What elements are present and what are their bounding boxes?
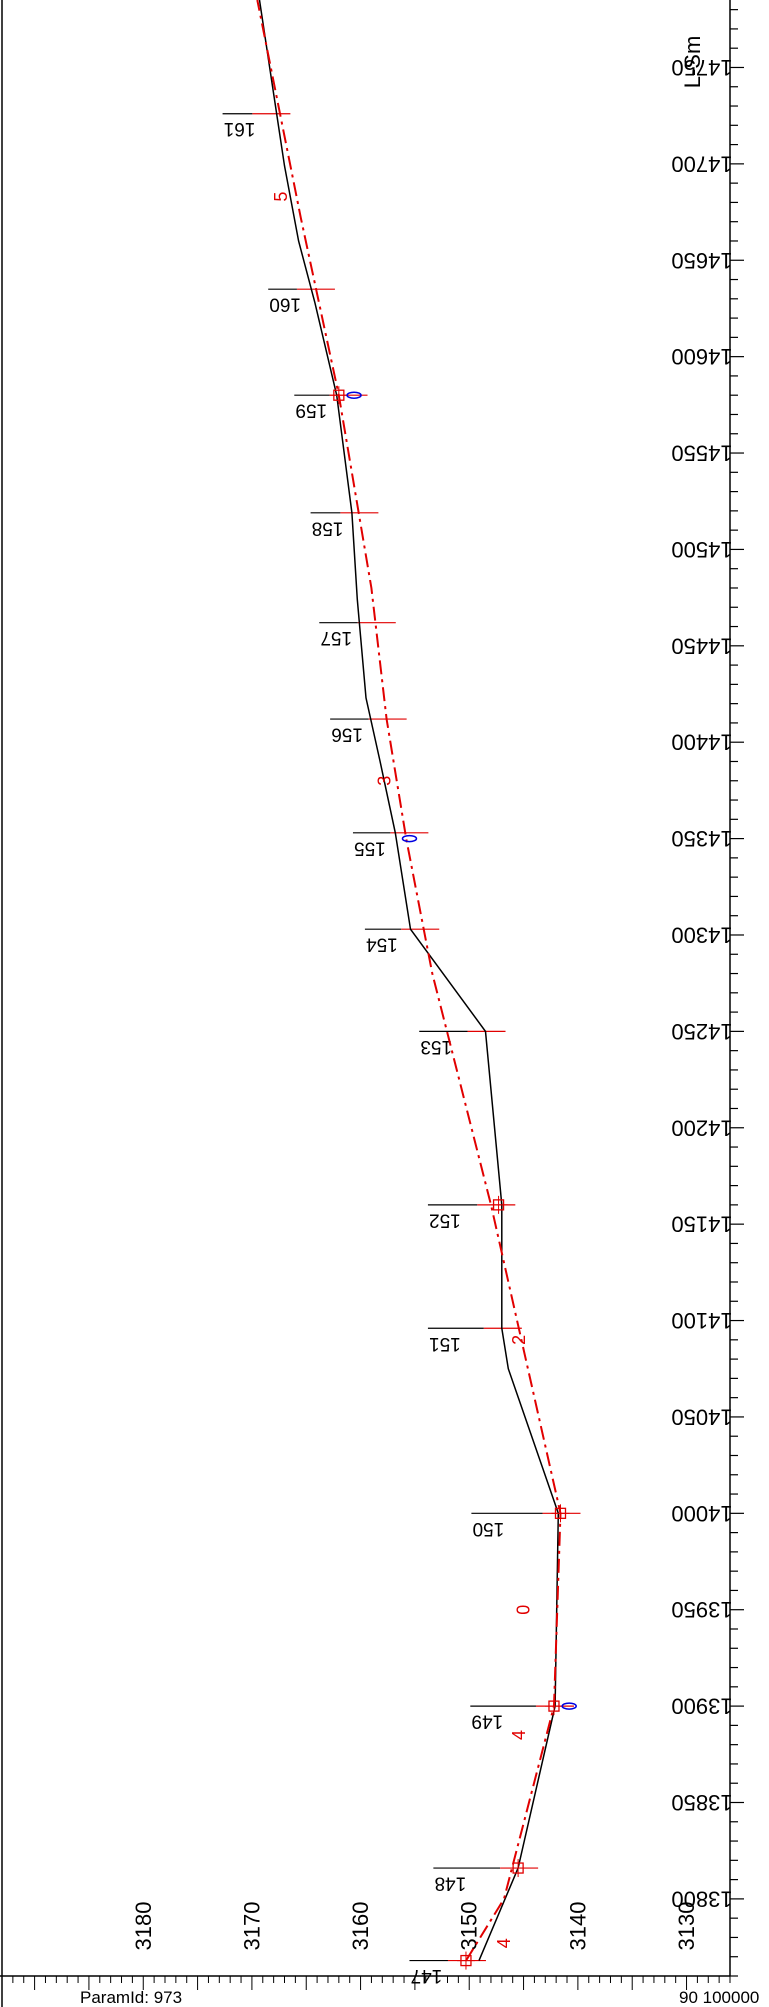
x-tick-label: 14400 (671, 730, 732, 755)
segment-label: 4 (494, 1938, 514, 1948)
cross-section-label: 148 (435, 1873, 467, 1894)
cross-section-label: 150 (473, 1518, 505, 1539)
x-tick-label: 13800 (671, 1886, 732, 1911)
cross-section-label: 161 (224, 118, 256, 139)
segment-label: 3 (374, 776, 394, 786)
point-layer (329, 386, 577, 1970)
x-tick-label: 14000 (671, 1501, 732, 1526)
elevation-axis: 3130 3140 3150 3160 3170 3180 (1, 1902, 731, 1990)
x-tick-label: 13900 (671, 1694, 732, 1719)
cross-section-label: 153 (420, 1036, 452, 1057)
y-tick-label: 3160 (348, 1902, 373, 1951)
y-tick-label: 3140 (565, 1902, 590, 1951)
x-tick-label: 13950 (671, 1597, 732, 1622)
cross-section-label: 159 (295, 400, 327, 421)
cross-section-label: 149 (471, 1711, 503, 1732)
design-line (256, 0, 562, 1962)
footer-right-label: 90 100000 (679, 1988, 759, 2007)
segment-label: 4 (509, 1730, 529, 1740)
cross-section-label: 152 (429, 1209, 461, 1230)
cross-section-label: 151 (429, 1333, 461, 1354)
x-tick-label: 14150 (671, 1212, 732, 1237)
cross-section-label: 158 (312, 517, 344, 538)
x-tick-label: 14700 (671, 151, 732, 176)
blue-marker (401, 834, 418, 843)
segment-label: 0 (514, 1605, 534, 1615)
y-tick-label: 3150 (457, 1902, 482, 1951)
segment-label: 2 (509, 1335, 529, 1345)
cross-section-layer: 147 148 149 150 151 152 153 154 155 156 157 158 159 1… (222, 113, 581, 1986)
axis-unit-label: L-Sm (680, 36, 705, 89)
cross-section-label: 160 (269, 294, 301, 315)
x-tick-label: 14050 (671, 1404, 732, 1429)
x-tick-label: 14650 (671, 248, 732, 273)
segment-label-layer: 4 4 0 2 3 5 (271, 192, 533, 1949)
y-tick-label: 3180 (131, 1902, 156, 1951)
y-tick-label: 3170 (239, 1902, 264, 1951)
x-tick-label: 14100 (671, 1308, 732, 1333)
x-tick-label: 14200 (671, 1115, 732, 1140)
cross-section-label: 154 (366, 934, 398, 955)
cross-section-label: 155 (354, 837, 386, 858)
footer-left-label: ParamId: 973 (80, 1988, 182, 2007)
x-tick-label: 14450 (671, 633, 732, 658)
blue-marker (561, 1702, 577, 1710)
x-tick-label: 14250 (671, 1019, 732, 1044)
x-tick-label: 14750 (671, 55, 732, 80)
x-tick-label: 14350 (671, 826, 732, 851)
cross-section-label: 156 (331, 724, 363, 745)
blue-marker (346, 391, 362, 399)
x-tick-label: 14600 (671, 344, 732, 369)
cross-section-label: 147 (411, 1965, 443, 1986)
x-tick-label: 14500 (671, 537, 732, 562)
segment-label: 5 (271, 192, 291, 202)
station-axis: 13800 13850 13900 13950 14000 14050 14100 14150… (671, 9, 744, 1977)
y-tick-label: 3130 (674, 1902, 699, 1951)
cross-section-label: 157 (320, 627, 352, 648)
x-tick-label: 14300 (671, 922, 732, 947)
x-tick-label: 13850 (671, 1790, 732, 1815)
x-tick-label: 14550 (671, 441, 732, 466)
